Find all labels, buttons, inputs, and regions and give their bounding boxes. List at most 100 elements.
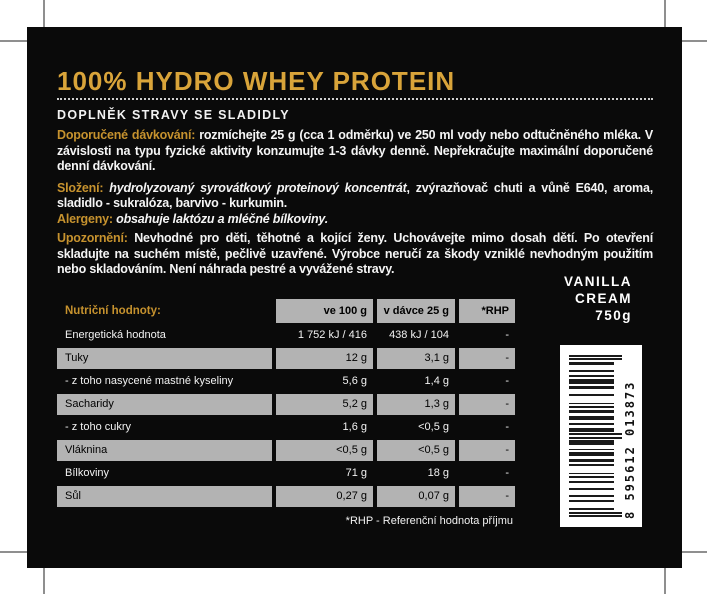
crop-mark-bottom-left-vertical	[43, 566, 45, 594]
ean-barcode: 8 595612 013873	[560, 345, 642, 527]
paragraph-body: , zvýrazňovač chuti a vůně E640, aroma, …	[57, 180, 653, 211]
table-row: Sůl 0,27 g 0,07 g-	[57, 486, 515, 507]
paragraph-body-emphasis: obsahuje laktózu a mléčné bílkoviny.	[116, 211, 328, 226]
table-cell-rhp: -	[459, 348, 515, 369]
table-cell-v25: <0,5 g	[377, 440, 455, 461]
barcode-bar	[569, 409, 614, 413]
paragraph-allergens: Alergeny: obsahuje laktózu a mléčné bílk…	[57, 212, 653, 228]
table-cell-v100: 71 g	[345, 467, 367, 479]
table-cell-rhp: -	[459, 394, 515, 415]
barcode-bar	[569, 452, 614, 456]
crop-mark-bottom-left-horizontal	[0, 551, 32, 553]
table-cell-name: Energetická hodnota	[65, 329, 166, 341]
column-header-rhp: *RHP	[459, 299, 515, 323]
table-cell-v100: 12 g	[276, 348, 373, 369]
table-row: Vláknina <0,5 g <0,5 g-	[57, 440, 515, 461]
paragraph-ingredients: Složení: hydrolyzovaný syrovátkový prote…	[57, 181, 653, 212]
barcode-bar	[569, 361, 614, 366]
barcode-bars	[569, 355, 631, 517]
table-cell-rhp: -	[505, 375, 509, 387]
table-cell-v100: <0,5 g	[276, 440, 373, 461]
barcode-bar	[569, 481, 614, 483]
nutrition-rows: Energetická hodnota 1 752 kJ / 416 kcal 43…	[57, 325, 515, 507]
table-cell-name: - z toho cukry	[65, 421, 132, 433]
crop-mark-bottom-right-vertical	[664, 566, 666, 594]
table-cell-v100: 0,27 g	[276, 486, 373, 507]
paragraph-body: Nevhodné pro děti, těhotné a kojící ženy…	[57, 231, 654, 276]
nutrition-table-header: Nutriční hodnoty: ve 100 g v dávce 25 g …	[57, 299, 515, 323]
barcode-bar	[569, 508, 614, 511]
barcode-bar	[569, 423, 614, 425]
paragraph-dosage: Doporučené dávkování: rozmíchejte 25 g (…	[57, 128, 653, 175]
dotted-separator	[57, 98, 653, 100]
table-cell-v25: 3,1 g	[377, 348, 455, 369]
column-header-per-dose: v dávce 25 g	[377, 299, 455, 323]
table-cell-v100: 5,2 g	[276, 394, 373, 415]
barcode-bar	[569, 402, 614, 405]
barcode-bar	[569, 358, 622, 361]
table-cell-name: Tuky	[57, 348, 272, 369]
barcode-bar	[569, 488, 614, 490]
paragraph-body: rozmíchejte 25 g (cca 1 odměrku) ve 250 …	[57, 128, 653, 173]
barcode-bar	[569, 428, 614, 432]
product-label: 100% HYDRO WHEY PROTEIN DOPLNĚK STRAVY S…	[27, 27, 682, 568]
column-header-per-100g: ve 100 g	[276, 299, 373, 323]
table-cell-v25: 1,4 g	[424, 375, 449, 387]
barcode-bar	[569, 355, 622, 357]
barcode-bar	[569, 499, 614, 502]
table-cell-v100: 1,6 g	[342, 421, 367, 433]
table-cell-v25: 0,07 g	[377, 486, 455, 507]
table-cell-rhp: -	[505, 467, 509, 479]
barcode-bar	[569, 494, 614, 497]
table-row: - z toho cukry 1,6 g <0,5 g -	[57, 417, 515, 438]
product-title: 100% HYDRO WHEY PROTEIN	[57, 66, 456, 96]
paragraph-heading: Alergeny:	[57, 211, 113, 226]
paragraph-heading: Doporučené dávkování:	[57, 128, 196, 142]
table-row: Energetická hodnota 1 752 kJ / 416 kcal 43…	[57, 325, 515, 362]
barcode-bar	[569, 511, 622, 514]
barcode-bar	[569, 370, 614, 373]
rhp-footnote: *RHP - Referenční hodnota příjmu	[345, 515, 513, 527]
table-cell-rhp: -	[505, 329, 509, 341]
product-subtitle: DOPLNĚK STRAVY SE SLADIDLY	[57, 108, 290, 122]
table-cell-name: Sacharidy	[57, 394, 272, 415]
barcode-bar	[569, 375, 614, 378]
crop-mark-top-right-horizontal	[675, 40, 707, 42]
table-row: Sacharidy 5,2 g 1,3 g-	[57, 394, 515, 415]
barcode-bar	[569, 385, 614, 390]
paragraph-body-emphasis: hydrolyzovaný syrovátkový proteinový kon…	[109, 180, 407, 195]
paragraph-warning: Upozornění: Nevhodné pro děti, těhotné a…	[57, 231, 653, 278]
crop-mark-top-right-vertical	[664, 0, 666, 29]
table-row: Tuky 12 g 3,1 g-	[57, 348, 515, 369]
table-cell-v100: 1 752 kJ / 416 kcal	[297, 329, 367, 362]
barcode-bar	[569, 394, 614, 396]
barcode-bar	[569, 378, 614, 384]
nutrition-section: Nutriční hodnoty: ve 100 g v dávce 25 g …	[57, 299, 515, 527]
barcode-bar	[569, 448, 614, 451]
table-cell-v25: 1,3 g	[377, 394, 455, 415]
table-cell-name: Vláknina	[57, 440, 272, 461]
barcode-bar	[569, 436, 622, 439]
barcode-bar	[569, 476, 614, 478]
table-cell-rhp: -	[459, 440, 515, 461]
table-cell-v25: <0,5 g	[418, 421, 449, 433]
paragraph-heading: Upozornění:	[57, 231, 128, 245]
table-cell-name: - z toho nasycené mastné kyseliny	[65, 375, 234, 387]
table-cell-name: Sůl	[57, 486, 272, 507]
barcode-bar	[569, 416, 614, 420]
barcode-bar	[569, 440, 614, 446]
table-cell-v100: 5,6 g	[342, 375, 367, 387]
table-row: - z toho nasycené mastné kyseliny 5,6 g 1,…	[57, 371, 515, 392]
barcode-bar	[569, 459, 614, 463]
table-row: Bílkoviny 71 g 18 g -	[57, 463, 515, 484]
barcode-bar	[569, 464, 614, 466]
barcode-bar	[569, 433, 622, 436]
paragraph-heading: Složení:	[57, 180, 104, 195]
crop-mark-top-left-horizontal	[0, 40, 32, 42]
table-cell-rhp: -	[505, 421, 509, 433]
table-cell-rhp: -	[459, 486, 515, 507]
table-cell-name: Bílkoviny	[65, 467, 110, 479]
table-cell-v25: 18 g	[427, 467, 449, 479]
crop-mark-bottom-right-horizontal	[675, 551, 707, 553]
